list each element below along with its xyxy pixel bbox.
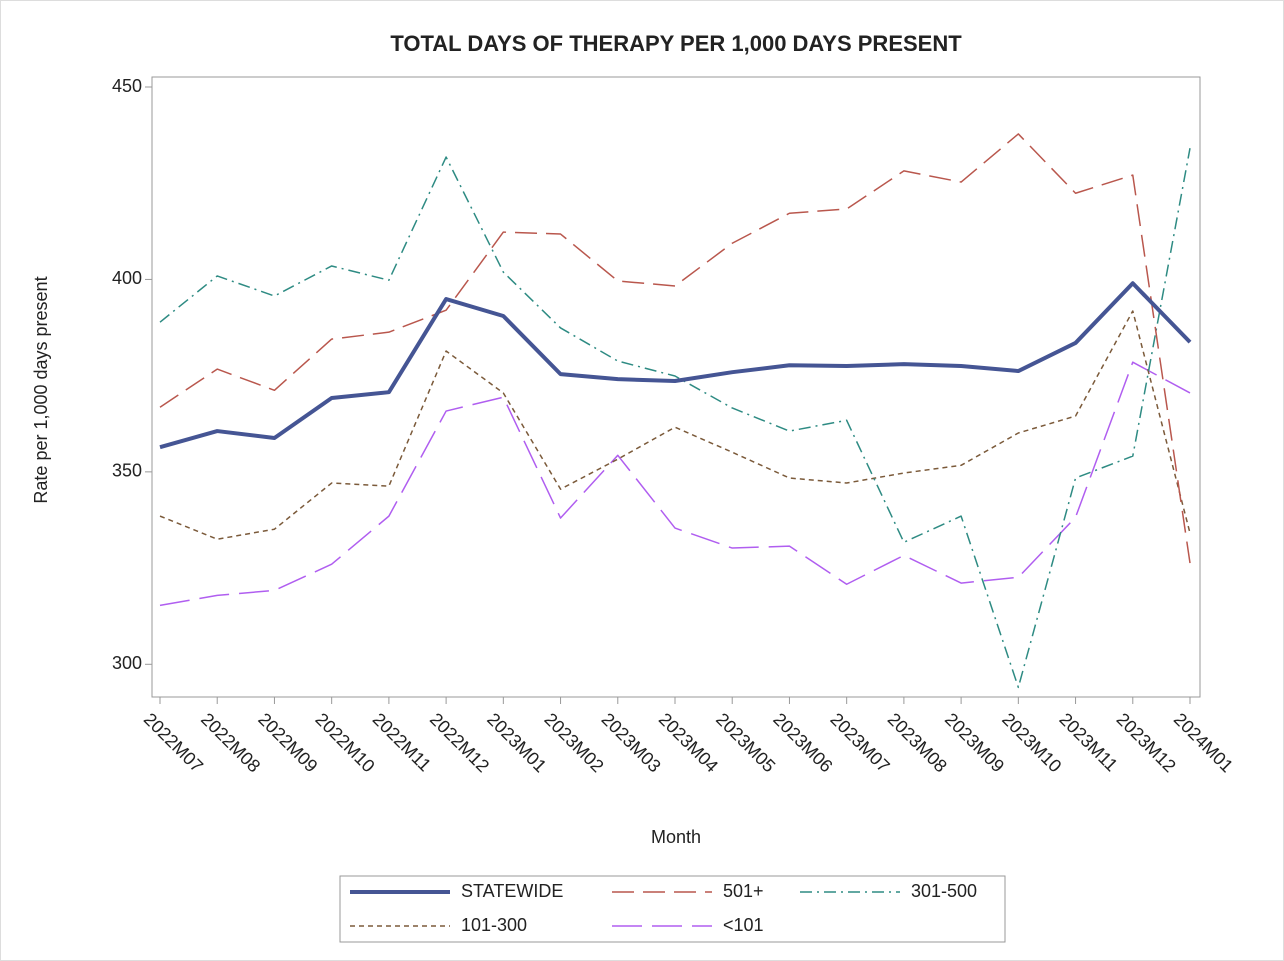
y-tick-label: 300 xyxy=(112,653,142,673)
series-line xyxy=(159,310,1191,540)
legend-label: STATEWIDE xyxy=(461,881,563,901)
legend-label: 301-500 xyxy=(911,881,977,901)
series-line xyxy=(159,148,1191,689)
y-axis-label: Rate per 1,000 days present xyxy=(31,276,51,503)
legend-box xyxy=(339,875,1006,943)
x-axis-label: Month xyxy=(651,827,701,847)
chart-title: TOTAL DAYS OF THERAPY PER 1,000 DAYS PRE… xyxy=(390,31,962,56)
plot-area xyxy=(151,76,1201,698)
legend-label: <101 xyxy=(723,915,764,935)
y-tick-label: 400 xyxy=(112,268,142,288)
series-line xyxy=(159,281,1192,450)
y-tick-label: 450 xyxy=(112,76,142,96)
series-line xyxy=(159,133,1191,564)
y-tick-label: 350 xyxy=(112,461,142,481)
legend-label: 101-300 xyxy=(461,915,527,935)
legend-label: 501+ xyxy=(723,881,764,901)
series-line xyxy=(159,361,1191,607)
